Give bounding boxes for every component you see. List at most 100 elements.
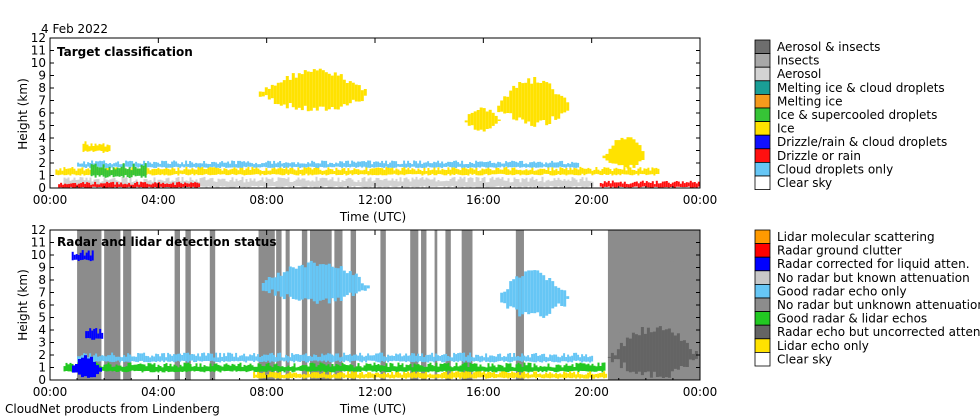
cell [631, 255, 635, 350]
legend-label: Aerosol & insects [777, 40, 880, 54]
cell [513, 367, 516, 372]
cell [487, 161, 490, 168]
cell [682, 340, 686, 367]
cell [615, 182, 618, 188]
cell [231, 160, 234, 168]
cell [501, 163, 504, 167]
cell [195, 169, 198, 175]
cell [591, 355, 594, 362]
cell [409, 169, 412, 174]
cell [249, 178, 252, 187]
cell [125, 366, 128, 373]
cell [103, 160, 106, 168]
cell [551, 367, 554, 371]
cell [94, 143, 97, 152]
cell [255, 181, 258, 186]
y-tick-label: 1 [38, 169, 46, 183]
cell [301, 365, 304, 371]
cell [283, 169, 286, 176]
cell [81, 167, 84, 175]
legend-swatch [754, 121, 771, 136]
cell [401, 167, 404, 175]
cell [225, 168, 228, 176]
cell [437, 180, 440, 187]
cell [399, 364, 402, 372]
cell [577, 372, 580, 378]
cell [649, 332, 653, 378]
cell [548, 83, 552, 124]
cell [335, 374, 338, 379]
cell [285, 178, 288, 186]
cell [625, 183, 628, 188]
cell [511, 366, 514, 371]
cell [319, 169, 322, 175]
cell [104, 146, 107, 152]
cell [307, 180, 310, 186]
cell [211, 177, 214, 188]
cell [271, 352, 274, 362]
cell [169, 363, 172, 372]
cell [423, 373, 426, 379]
cell [646, 243, 650, 376]
cell [102, 183, 105, 188]
cell [165, 357, 168, 361]
cell [341, 356, 344, 361]
cell [71, 167, 74, 175]
cell [421, 177, 424, 188]
cell [201, 177, 204, 187]
cell [313, 167, 316, 175]
cell [511, 160, 514, 168]
cell [239, 180, 242, 187]
cell [479, 371, 482, 378]
cell [608, 148, 612, 163]
cell [643, 168, 646, 175]
cell [525, 169, 528, 176]
cell [120, 182, 123, 187]
cell [521, 170, 524, 175]
cell [245, 179, 248, 187]
cell [441, 168, 444, 175]
cell [585, 374, 588, 379]
cell [170, 183, 173, 188]
cell [105, 364, 108, 372]
cell [311, 169, 314, 176]
cell [503, 96, 507, 114]
cell [391, 167, 394, 175]
cell [560, 95, 564, 114]
cell [235, 366, 238, 372]
cell [625, 170, 628, 175]
cell [640, 327, 644, 376]
cell [691, 304, 695, 330]
cell [199, 178, 202, 187]
cell [297, 167, 300, 176]
cell [445, 162, 448, 167]
cell [351, 275, 355, 296]
cell [383, 163, 386, 168]
cell [279, 167, 282, 175]
no-radar-column [209, 230, 216, 380]
cell [571, 355, 574, 363]
cell [535, 353, 538, 363]
cell [393, 180, 396, 188]
cell [561, 374, 564, 378]
cell [581, 354, 584, 363]
cell [527, 270, 531, 315]
cell [499, 169, 502, 174]
cell [86, 182, 89, 188]
cell [325, 169, 328, 176]
cell [295, 372, 298, 378]
cell [267, 160, 270, 168]
cell [363, 161, 366, 167]
cell [285, 166, 288, 174]
cell [233, 161, 236, 168]
cell [66, 184, 69, 188]
cell [481, 355, 484, 362]
cell [479, 364, 482, 372]
cell [659, 183, 662, 188]
cell [425, 177, 428, 188]
cell [487, 167, 490, 176]
cell [96, 184, 99, 188]
cell [395, 353, 398, 362]
cell [457, 366, 460, 372]
cell [499, 353, 502, 361]
